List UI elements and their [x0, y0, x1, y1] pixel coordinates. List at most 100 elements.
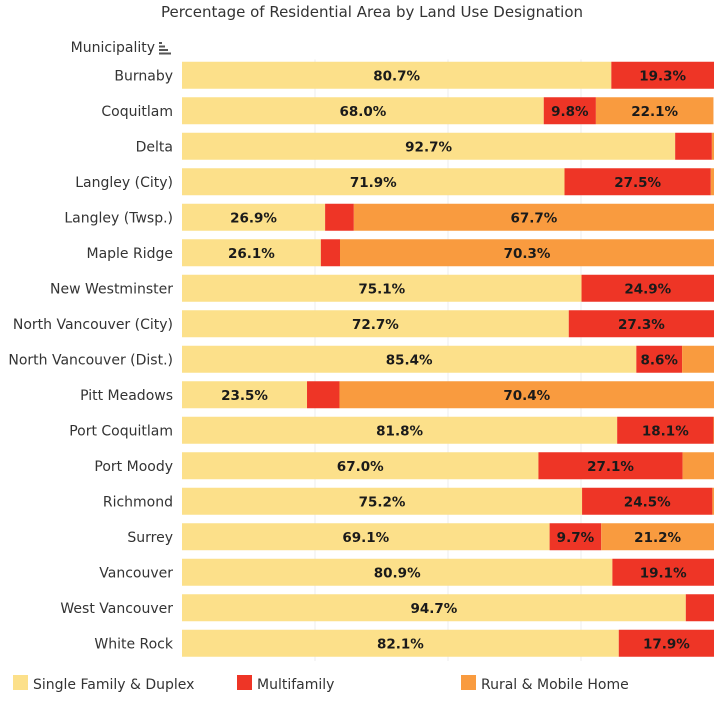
bar-segment[interactable]	[675, 132, 712, 160]
municipality-column-header[interactable]: Municipality	[71, 40, 155, 56]
bar-segment[interactable]	[182, 97, 544, 125]
category-label: Surrey	[127, 530, 173, 546]
data-label: 67.7%	[510, 210, 557, 226]
category-label: Port Coquitlam	[69, 423, 173, 439]
bar-segment[interactable]	[182, 61, 612, 89]
bar-segment[interactable]	[611, 61, 714, 89]
category-label: Vancouver	[99, 565, 173, 581]
bar-segment[interactable]	[564, 168, 711, 196]
bar-segment[interactable]	[182, 558, 613, 586]
category-label: Richmond	[103, 494, 173, 510]
data-label: 82.1%	[377, 636, 424, 652]
bar-segment[interactable]	[182, 239, 321, 267]
category-label: Coquitlam	[101, 104, 173, 120]
data-label: 69.1%	[342, 530, 389, 546]
bar-segment[interactable]	[182, 345, 637, 373]
bar-segment[interactable]	[182, 416, 618, 444]
legend-label: Multifamily	[257, 677, 334, 693]
bar-segment[interactable]	[601, 523, 714, 551]
legend-label: Single Family & Duplex	[33, 677, 194, 693]
data-label: 24.9%	[624, 281, 671, 297]
bar-segment[interactable]	[581, 274, 714, 302]
bar-segment[interactable]	[182, 203, 326, 231]
bar-segment[interactable]	[710, 168, 714, 196]
bar-segment[interactable]	[711, 132, 714, 160]
category-label: Pitt Meadows	[80, 388, 173, 404]
legend-swatch	[13, 675, 28, 690]
data-label: 70.4%	[503, 388, 550, 404]
data-label: 70.3%	[504, 246, 551, 262]
bar-segment[interactable]	[713, 416, 714, 444]
data-label: 68.0%	[339, 104, 386, 120]
chart-title: Percentage of Residential Area by Land U…	[161, 3, 583, 21]
data-label: 26.9%	[230, 210, 277, 226]
data-label: 9.8%	[551, 104, 589, 120]
bar-segment[interactable]	[182, 274, 582, 302]
data-label: 27.5%	[614, 175, 661, 191]
bar-segment[interactable]	[682, 452, 714, 480]
bar-segment[interactable]	[595, 97, 714, 125]
category-label: Burnaby	[114, 68, 173, 84]
bar-segment[interactable]	[182, 523, 550, 551]
bar-segment[interactable]	[636, 345, 683, 373]
bar-segment[interactable]	[339, 381, 714, 409]
data-label: 27.1%	[587, 459, 634, 475]
bar-segment[interactable]	[182, 168, 565, 196]
data-label: 92.7%	[405, 139, 452, 155]
bar-segment[interactable]	[182, 381, 308, 409]
data-label: 17.9%	[643, 636, 690, 652]
data-label: 19.3%	[639, 68, 686, 84]
legend-swatch	[461, 675, 476, 690]
bar-segment[interactable]	[617, 416, 714, 444]
bar-segment[interactable]	[307, 381, 340, 409]
bar-segment[interactable]	[182, 487, 583, 515]
data-label: 9.7%	[557, 530, 595, 546]
category-label: Maple Ridge	[86, 246, 173, 262]
bar-segment[interactable]	[325, 203, 354, 231]
bar-segment[interactable]	[182, 310, 569, 338]
data-label: 23.5%	[221, 388, 268, 404]
data-label: 18.1%	[642, 423, 689, 439]
data-label: 81.8%	[376, 423, 423, 439]
category-label: North Vancouver (Dist.)	[8, 352, 173, 368]
data-label: 85.4%	[386, 352, 433, 368]
category-label: West Vancouver	[60, 601, 173, 617]
bar-segment[interactable]	[320, 239, 341, 267]
data-label: 27.3%	[618, 317, 665, 333]
category-label: Port Moody	[94, 459, 173, 475]
data-label: 80.9%	[374, 565, 421, 581]
bar-segment[interactable]	[182, 594, 686, 622]
bar-segment[interactable]	[682, 345, 714, 373]
data-label: 8.6%	[640, 352, 678, 368]
bar-segment[interactable]	[543, 97, 596, 125]
category-label: White Rock	[94, 636, 174, 652]
bar-segment[interactable]	[353, 203, 714, 231]
data-label: 24.5%	[624, 494, 671, 510]
category-label: Langley (Twsp.)	[64, 210, 173, 226]
bar-segment[interactable]	[618, 629, 714, 657]
bar-segment[interactable]	[568, 310, 714, 338]
bar-segment[interactable]	[685, 594, 714, 622]
bars-group: Burnaby 80.7% 19.3% Coquitlam 68.0% 9.8% 22.1%…	[8, 61, 714, 657]
bar-segment[interactable]	[538, 452, 683, 480]
sort-descending-icon[interactable]	[159, 42, 171, 55]
data-label: 75.2%	[359, 494, 406, 510]
data-label: 80.7%	[373, 68, 420, 84]
data-label: 26.1%	[228, 246, 275, 262]
data-label: 72.7%	[352, 317, 399, 333]
data-label: 75.1%	[358, 281, 405, 297]
bar-segment[interactable]	[582, 487, 713, 515]
bar-segment[interactable]	[182, 452, 539, 480]
bar-segment[interactable]	[612, 558, 714, 586]
bar-segment[interactable]	[182, 132, 676, 160]
category-label: North Vancouver (City)	[13, 317, 173, 333]
bar-segment[interactable]	[340, 239, 714, 267]
legend-label: Rural & Mobile Home	[481, 677, 629, 693]
bar-segment[interactable]	[549, 523, 602, 551]
bar-segment[interactable]	[712, 487, 714, 515]
data-label: 21.2%	[634, 530, 681, 546]
bar-segment[interactable]	[182, 629, 619, 657]
data-label: 94.7%	[410, 601, 457, 617]
